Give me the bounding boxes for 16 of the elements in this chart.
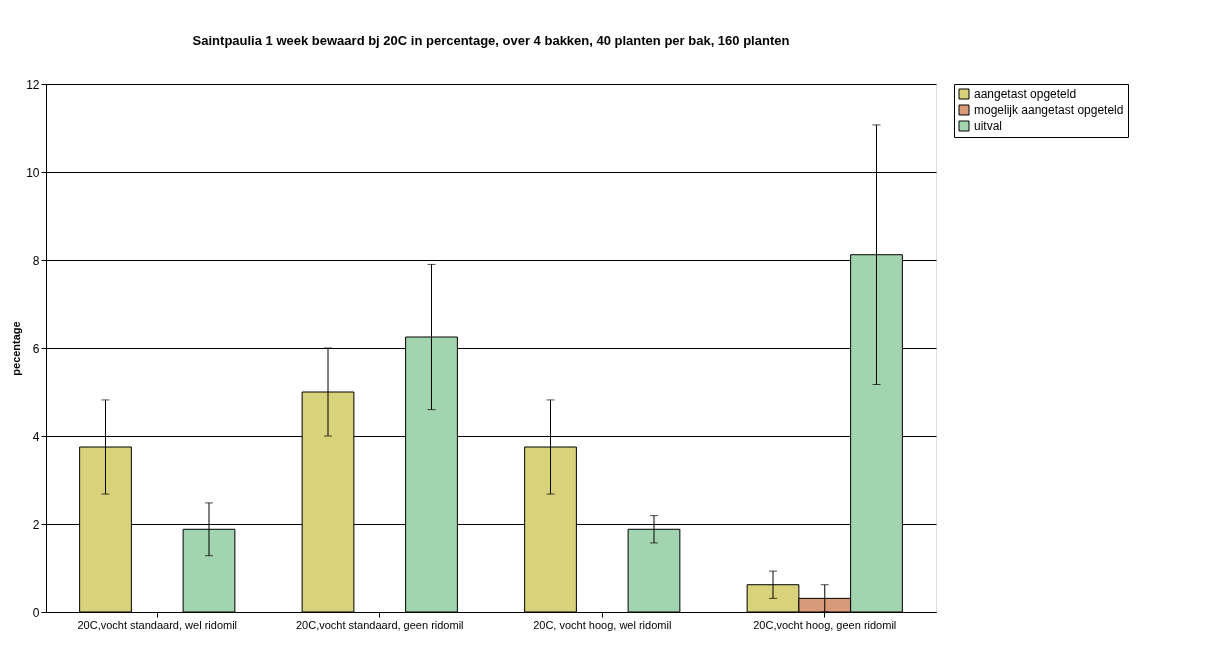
y-tick-label: 8 [32,253,40,268]
legend-label: uitval [974,119,1003,133]
y-tick-label: 12 [26,77,40,92]
x-tick-label: 20C,vocht hoog, geen ridomil [753,618,897,631]
x-tick-label: 20C,vocht standaard, wel ridomil [77,618,238,631]
y-tick-label: 10 [26,165,40,180]
y-tick-label: 4 [32,429,40,444]
chart-title: Saintpaulia 1 week bewaard bj 20C in percentage, over 4 bakken, 40 planten per bak, 160 planten [192,33,790,48]
x-tick-label: 20C,vocht standaard, geen ridomil [295,618,464,631]
y-axis-title: pecentage [10,321,23,376]
y-tick-label: 6 [32,341,40,356]
y-tick-label: 2 [32,517,40,532]
y-tick-label: 0 [32,605,40,620]
x-tick-label: 20C, vocht hoog, wel ridomil [533,618,672,631]
legend-label: mogelijk aangetast opgeteld [974,103,1124,117]
legend-label: aangetast opgeteld [974,87,1077,101]
